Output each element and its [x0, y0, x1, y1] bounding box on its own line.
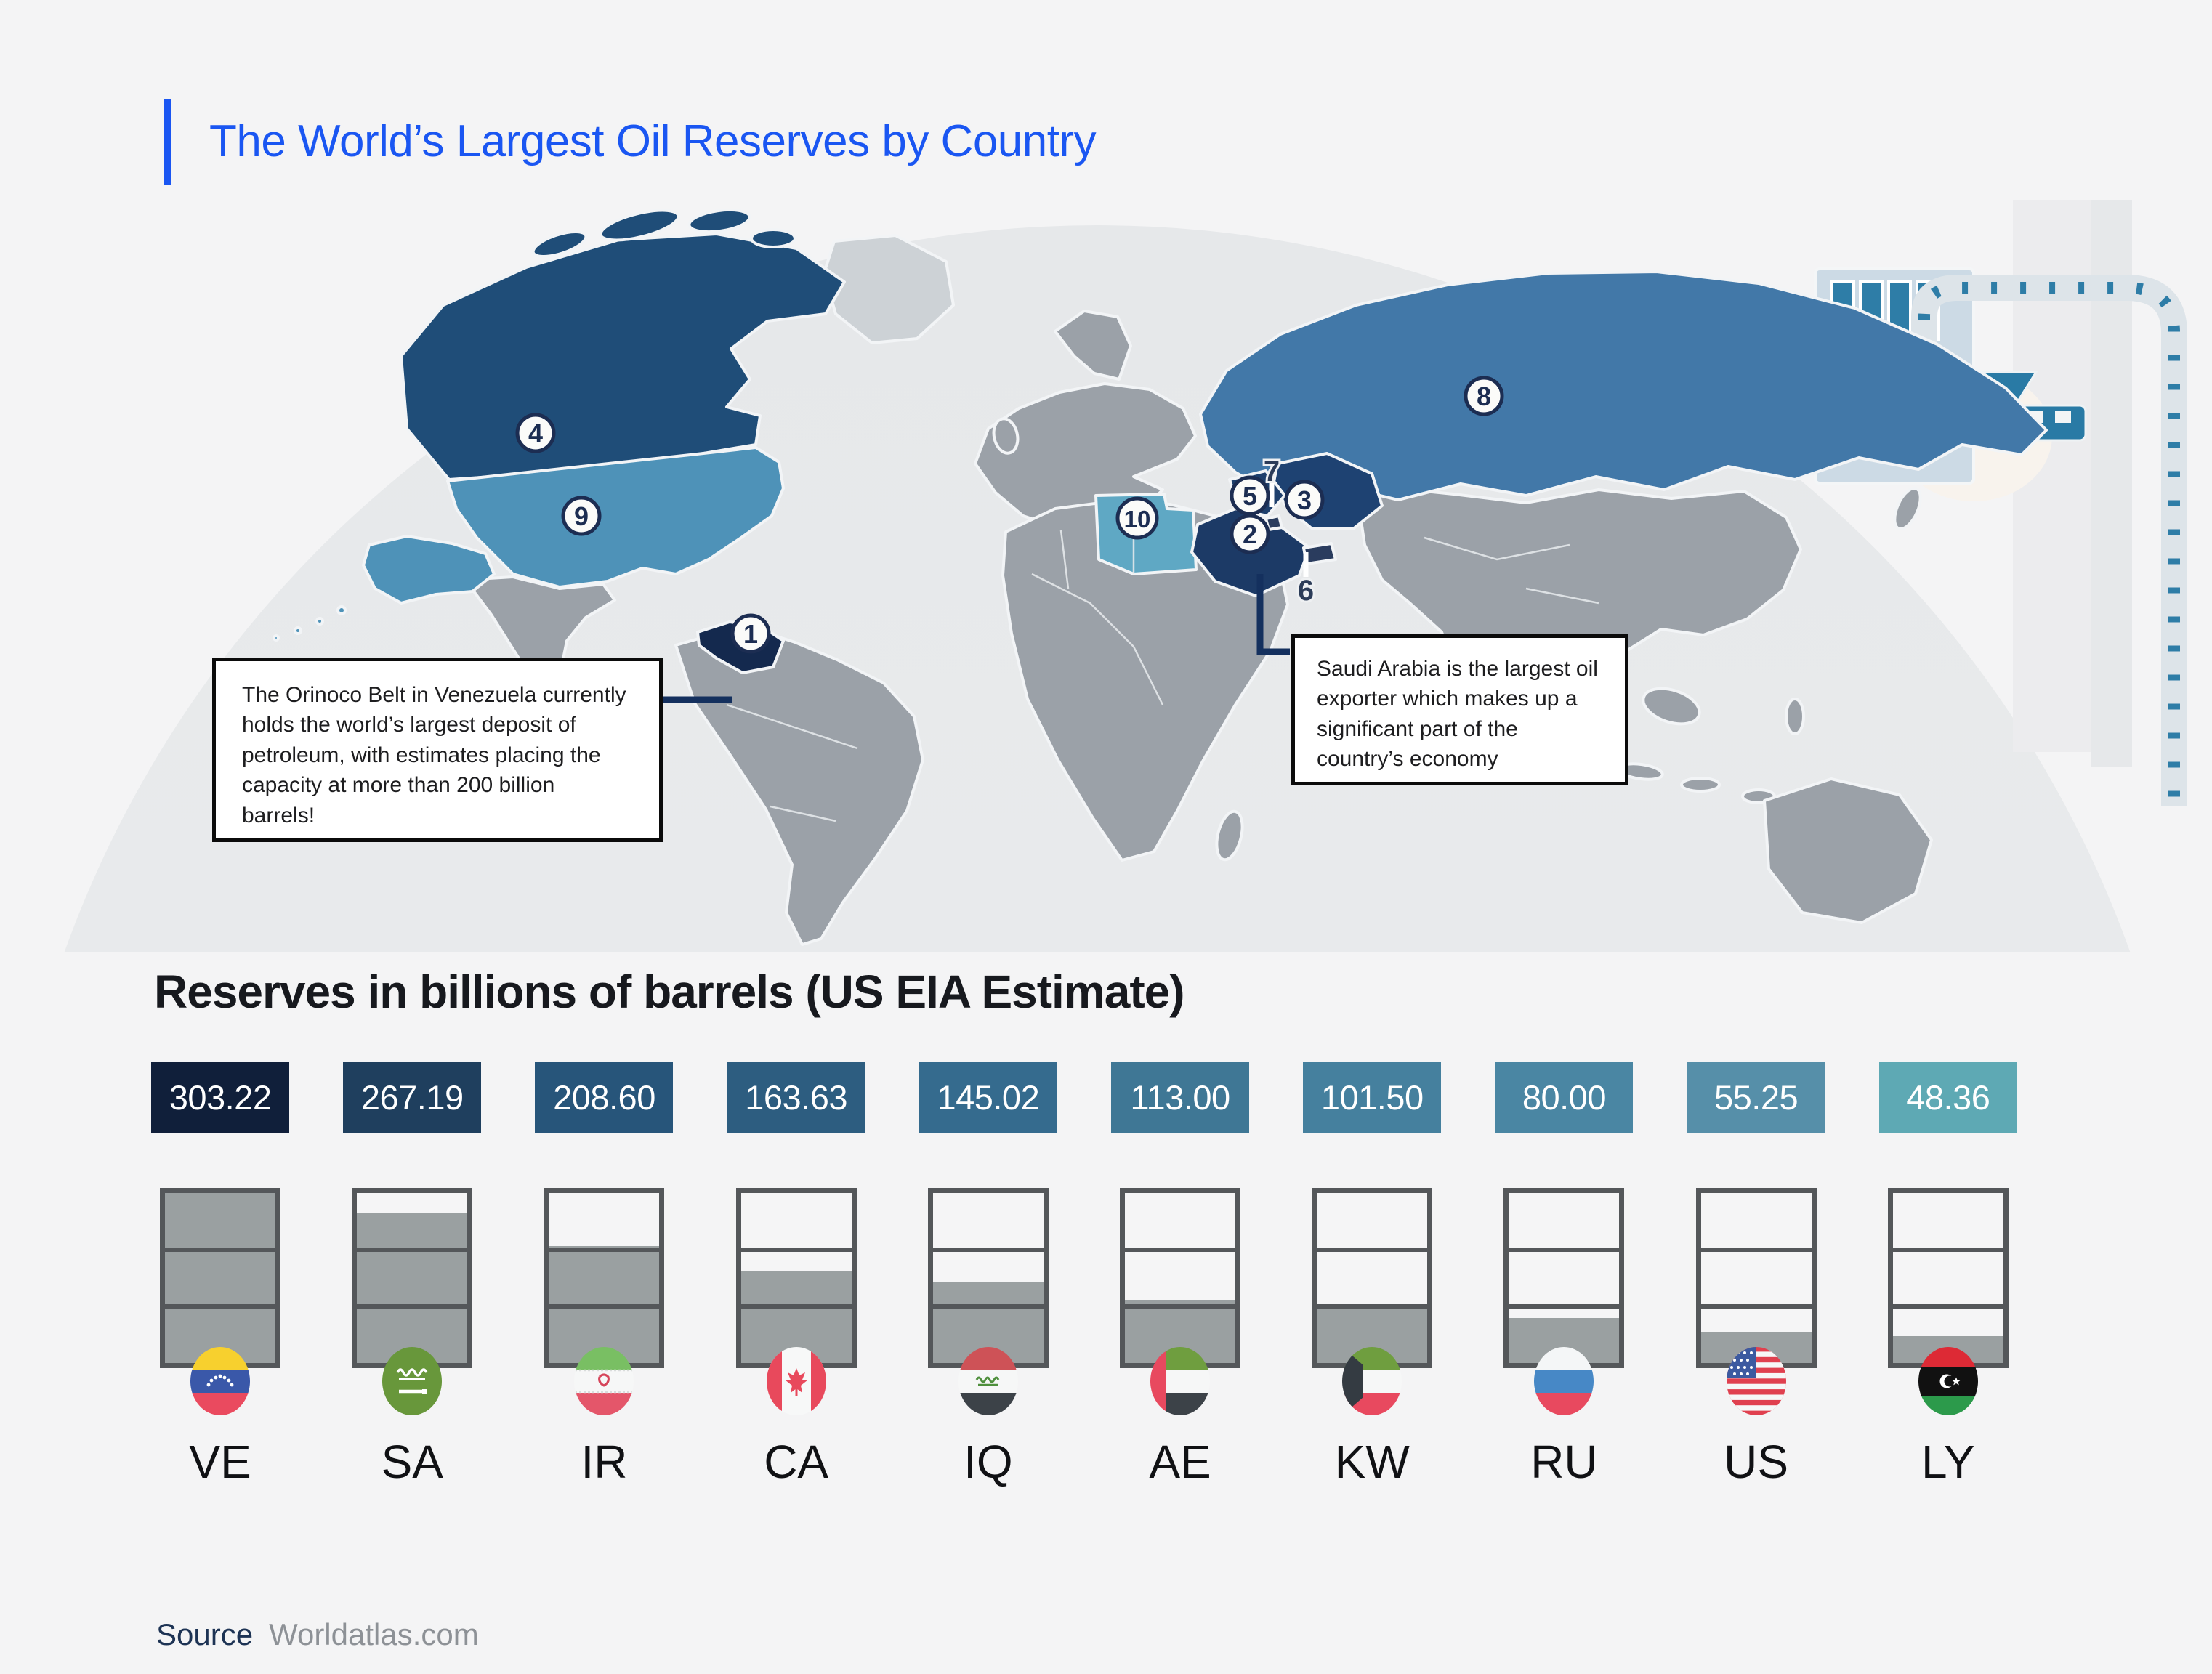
scandinavia [1054, 310, 1132, 381]
flag-canada-icon [766, 1347, 826, 1415]
saudi-callout: Saudi Arabia is the largest oil exporter… [1291, 634, 1628, 785]
map-marker-8: 8 [1464, 376, 1504, 416]
madagascar [1215, 809, 1244, 862]
value-badge: 303.22 [151, 1062, 290, 1133]
source-name: Worldatlas.com [269, 1617, 479, 1651]
value-badge: 267.19 [343, 1062, 482, 1133]
british-isles [992, 417, 1020, 455]
country-column-ae: 113.00 AE [1084, 1062, 1276, 1489]
country-code: LY [1921, 1436, 1975, 1488]
value-badge: 80.00 [1495, 1062, 1634, 1133]
japan [1893, 487, 1922, 530]
value-badge: 101.50 [1303, 1062, 1442, 1133]
flag-united-states-icon [1726, 1347, 1786, 1415]
flag-venezuela-icon [190, 1347, 251, 1415]
oil-barrel-icon [735, 1188, 857, 1368]
oil-barrel-icon [1120, 1188, 1241, 1368]
map-marker-4: 4 [515, 413, 556, 453]
oil-barrel-icon [1887, 1188, 2009, 1368]
svg-text:5: 5 [1243, 481, 1257, 511]
oil-barrel-icon [160, 1188, 281, 1368]
flag-russia-icon [1534, 1347, 1594, 1415]
country-code: SA [381, 1436, 443, 1488]
page-title: The World’s Largest Oil Reserves by Coun… [209, 116, 1097, 166]
barrel-fill [165, 1193, 276, 1363]
alaska [362, 535, 496, 604]
country-code: VE [189, 1436, 251, 1488]
source-line: Source Worldatlas.com [156, 1617, 479, 1652]
flag-iraq-icon [958, 1347, 1018, 1415]
svg-text:1: 1 [743, 619, 758, 649]
country-column-sa: 267.19 SA [316, 1062, 508, 1489]
map-marker-1: 1 [730, 613, 771, 654]
value-badge: 145.02 [919, 1062, 1057, 1133]
country-column-iq: 145.02 IQ [892, 1062, 1084, 1489]
flag-uae-icon [1150, 1347, 1211, 1415]
australia [1763, 777, 1933, 924]
title-accent-bar [164, 99, 171, 185]
map-markers: 1 2 3 4 5 8 9 10 7 6 [515, 376, 1504, 654]
philippines [1785, 698, 1805, 735]
country-canada [400, 232, 846, 481]
section-heading: Reserves in billions of barrels (US EIA … [154, 966, 1185, 1018]
country-column-ly: 48.36 LY [1852, 1062, 2044, 1489]
continent-africa [1001, 500, 1289, 862]
svg-text:9: 9 [574, 501, 589, 531]
country-mexico [464, 575, 616, 677]
svg-text:3: 3 [1297, 485, 1312, 515]
map-marker-2: 2 [1230, 514, 1270, 554]
flag-iran-icon [574, 1347, 634, 1415]
refinery-pipe [1911, 275, 2187, 806]
flag-kuwait-icon [1342, 1347, 1402, 1415]
oil-barrel-icon [352, 1188, 473, 1368]
country-united-states [446, 446, 785, 589]
country-code: US [1724, 1436, 1789, 1488]
country-column-ca: 163.63 CA [701, 1062, 892, 1489]
map-label-6: 6 [1298, 575, 1314, 607]
oil-barrel-icon [1312, 1188, 1433, 1368]
country-code: RU [1530, 1436, 1598, 1488]
country-column-us: 55.25 US [1660, 1062, 1852, 1489]
map-marker-5: 5 [1230, 475, 1270, 516]
svg-text:2: 2 [1243, 519, 1257, 549]
oil-barrel-icon [927, 1188, 1049, 1368]
country-code: IR [581, 1436, 628, 1488]
oil-barrel-icon [544, 1188, 665, 1368]
country-code: IQ [964, 1436, 1013, 1488]
venezuela-callout: The Orinoco Belt in Venezuela currently … [212, 658, 663, 842]
country-code: KW [1334, 1436, 1410, 1488]
southeast-asia [1642, 687, 1701, 726]
oil-barrel-icon [1695, 1188, 1817, 1368]
map-label-7: 7 [1264, 456, 1280, 488]
country-code: CA [764, 1436, 829, 1488]
flag-saudi-arabia-icon [382, 1347, 443, 1415]
oil-barrel-icon [1503, 1188, 1625, 1368]
svg-text:10: 10 [1124, 506, 1151, 533]
value-badge: 55.25 [1687, 1062, 1825, 1133]
reserves-columns: 303.22 VE 267.19 [124, 1062, 2044, 1489]
country-code: AE [1149, 1436, 1211, 1488]
country-column-ve: 303.22 VE [124, 1062, 316, 1489]
source-label: Source [156, 1617, 254, 1651]
value-badge: 208.60 [535, 1062, 674, 1133]
country-column-ir: 208.60 IR [508, 1062, 700, 1489]
value-badge: 48.36 [1878, 1062, 2017, 1133]
country-column-kw: 101.50 KW [1276, 1062, 1468, 1489]
country-column-ru: 80.00 RU [1468, 1062, 1660, 1489]
svg-text:4: 4 [528, 418, 543, 448]
svg-text:8: 8 [1477, 381, 1491, 411]
map-marker-9: 9 [561, 496, 602, 536]
map-marker-10: 10 [1115, 496, 1159, 540]
callout-connectors [660, 574, 1290, 703]
map-marker-3: 3 [1284, 480, 1325, 520]
flag-libya-icon [1918, 1347, 1978, 1415]
value-badge: 113.00 [1111, 1062, 1250, 1133]
value-badge: 163.63 [727, 1062, 865, 1133]
country-uae [1302, 542, 1337, 565]
saudi-connector-line [1256, 574, 1290, 655]
barrel-fill [357, 1213, 468, 1363]
